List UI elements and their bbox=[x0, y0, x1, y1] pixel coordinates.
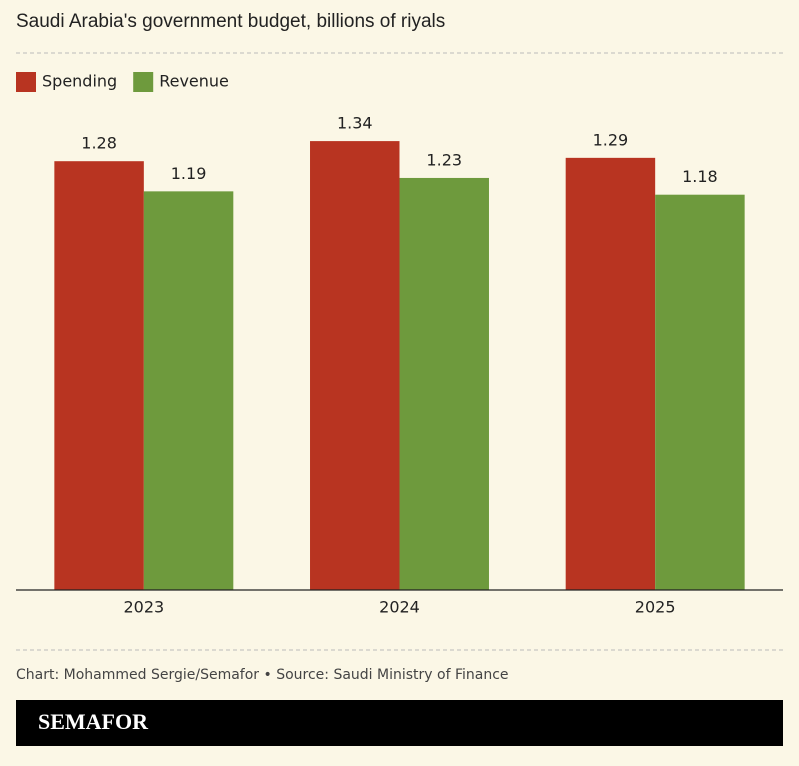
x-tick-label: 2023 bbox=[123, 598, 164, 617]
value-label: 1.28 bbox=[81, 134, 117, 153]
chart-title: Saudi Arabia's government budget, billio… bbox=[16, 11, 445, 32]
legend-swatch bbox=[133, 72, 154, 92]
x-tick-label: 2025 bbox=[635, 598, 676, 617]
brand-logo: SEMAFOR bbox=[38, 709, 149, 734]
bar bbox=[655, 194, 745, 590]
brand-bar bbox=[16, 700, 783, 746]
value-label: 1.18 bbox=[682, 167, 718, 186]
value-label: 1.23 bbox=[426, 150, 462, 169]
value-label: 1.19 bbox=[171, 164, 207, 183]
value-label: 1.34 bbox=[337, 114, 373, 133]
source-note: Chart: Mohammed Sergie/Semafor • Source:… bbox=[16, 667, 509, 683]
x-tick-label: 2024 bbox=[379, 598, 420, 617]
legend-swatch bbox=[16, 72, 36, 92]
bar bbox=[54, 161, 144, 590]
bar bbox=[310, 141, 400, 590]
bar bbox=[399, 177, 489, 590]
legend-label: Spending bbox=[42, 72, 117, 91]
bar bbox=[565, 157, 656, 590]
value-label: 1.29 bbox=[593, 130, 629, 149]
legend-label: Revenue bbox=[159, 72, 229, 91]
bar bbox=[143, 191, 234, 590]
